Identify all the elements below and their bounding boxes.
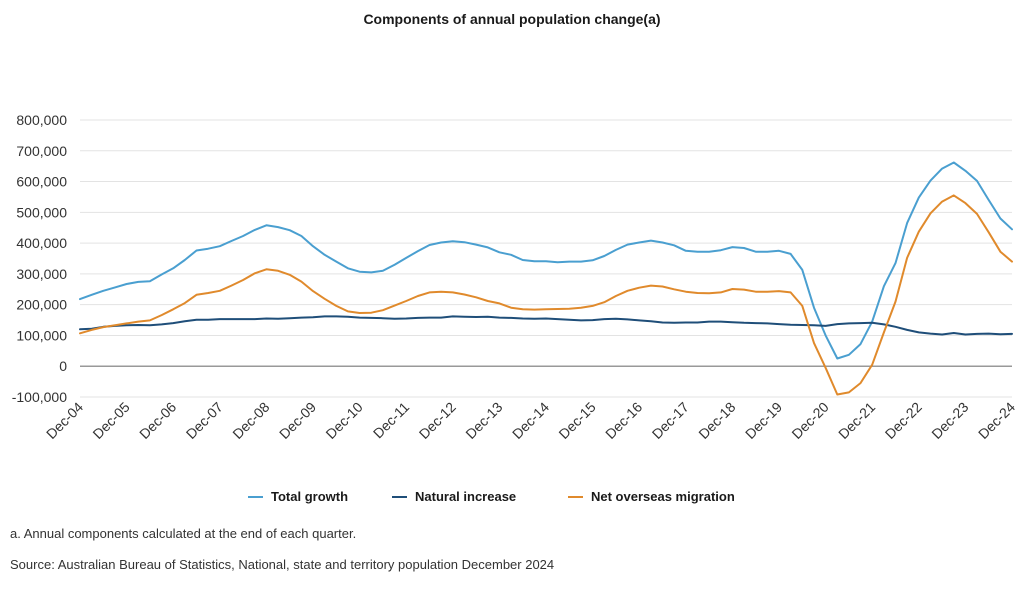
x-tick-label: Dec-06 bbox=[136, 399, 179, 442]
x-tick-label: Dec-21 bbox=[835, 399, 878, 442]
y-tick-label: 600,000 bbox=[16, 174, 67, 190]
legend-item-total-growth[interactable]: Total growth bbox=[248, 489, 348, 504]
legend-swatch-natural-increase bbox=[392, 495, 407, 498]
series-line-net-overseas-migration[interactable] bbox=[79, 194, 1013, 396]
x-tick-label: Dec-08 bbox=[229, 399, 272, 442]
legend-label-net-overseas-migration: Net overseas migration bbox=[591, 489, 735, 504]
x-tick-label: Dec-19 bbox=[742, 399, 785, 442]
x-tick-label: Dec-13 bbox=[462, 399, 505, 442]
x-tick-label: Dec-14 bbox=[509, 399, 552, 442]
x-axis-ticks: Dec-04 Dec-05 Dec-06 Dec-07 Dec-08 Dec-09 Dec-… bbox=[43, 399, 1018, 442]
x-tick-label: Dec-20 bbox=[788, 399, 831, 442]
y-tick-label: 200,000 bbox=[16, 297, 67, 313]
y-tick-label: -100,000 bbox=[12, 389, 67, 405]
x-tick-label: Dec-07 bbox=[183, 399, 226, 442]
footnote: a. Annual components calculated at the e… bbox=[10, 526, 357, 541]
x-tick-label: Dec-18 bbox=[695, 399, 738, 442]
source-note: Source: Australian Bureau of Statistics,… bbox=[10, 557, 555, 572]
series-lines bbox=[79, 161, 1013, 396]
x-tick-label: Dec-11 bbox=[370, 399, 413, 442]
x-tick-label: Dec-10 bbox=[322, 399, 365, 442]
x-tick-label: Dec-17 bbox=[649, 399, 692, 442]
chart-title: Components of annual population change(a… bbox=[363, 11, 661, 27]
y-tick-label: 500,000 bbox=[16, 204, 67, 220]
y-tick-label: 800,000 bbox=[16, 112, 67, 128]
legend-item-natural-increase[interactable]: Natural increase bbox=[392, 489, 516, 504]
x-tick-label: Dec-12 bbox=[416, 399, 459, 442]
x-tick-label: Dec-04 bbox=[43, 399, 86, 442]
gridlines bbox=[80, 119, 1012, 398]
line-chart: -100,000 0 100,000 200,000 300,000 400,000 500… bbox=[12, 112, 1019, 442]
legend-swatch-net-overseas-migration bbox=[568, 495, 583, 498]
legend-item-net-overseas-migration[interactable]: Net overseas migration bbox=[568, 489, 735, 504]
y-tick-label: 700,000 bbox=[16, 143, 67, 159]
y-tick-label: 300,000 bbox=[16, 266, 67, 282]
legend-label-natural-increase: Natural increase bbox=[415, 489, 517, 504]
x-tick-label: Dec-23 bbox=[928, 399, 971, 442]
x-tick-label: Dec-22 bbox=[882, 399, 925, 442]
y-tick-label: 400,000 bbox=[16, 235, 67, 251]
legend: Total growth Natural increase Net overse… bbox=[0, 489, 1024, 509]
legend-label-total-growth: Total growth bbox=[271, 489, 349, 504]
y-tick-label: 0 bbox=[59, 358, 67, 374]
x-tick-label: Dec-15 bbox=[555, 399, 598, 442]
x-tick-label: Dec-24 bbox=[975, 399, 1018, 442]
y-axis-ticks: -100,000 0 100,000 200,000 300,000 400,000 500… bbox=[12, 112, 67, 405]
x-tick-label: Dec-09 bbox=[276, 399, 319, 442]
series-line-total-growth[interactable] bbox=[79, 161, 1013, 360]
legend-swatch-total-growth bbox=[248, 495, 263, 498]
y-tick-label: 100,000 bbox=[16, 327, 67, 343]
series-line-natural-increase[interactable] bbox=[79, 315, 1013, 336]
x-tick-label: Dec-05 bbox=[89, 399, 132, 442]
x-tick-label: Dec-16 bbox=[602, 399, 645, 442]
